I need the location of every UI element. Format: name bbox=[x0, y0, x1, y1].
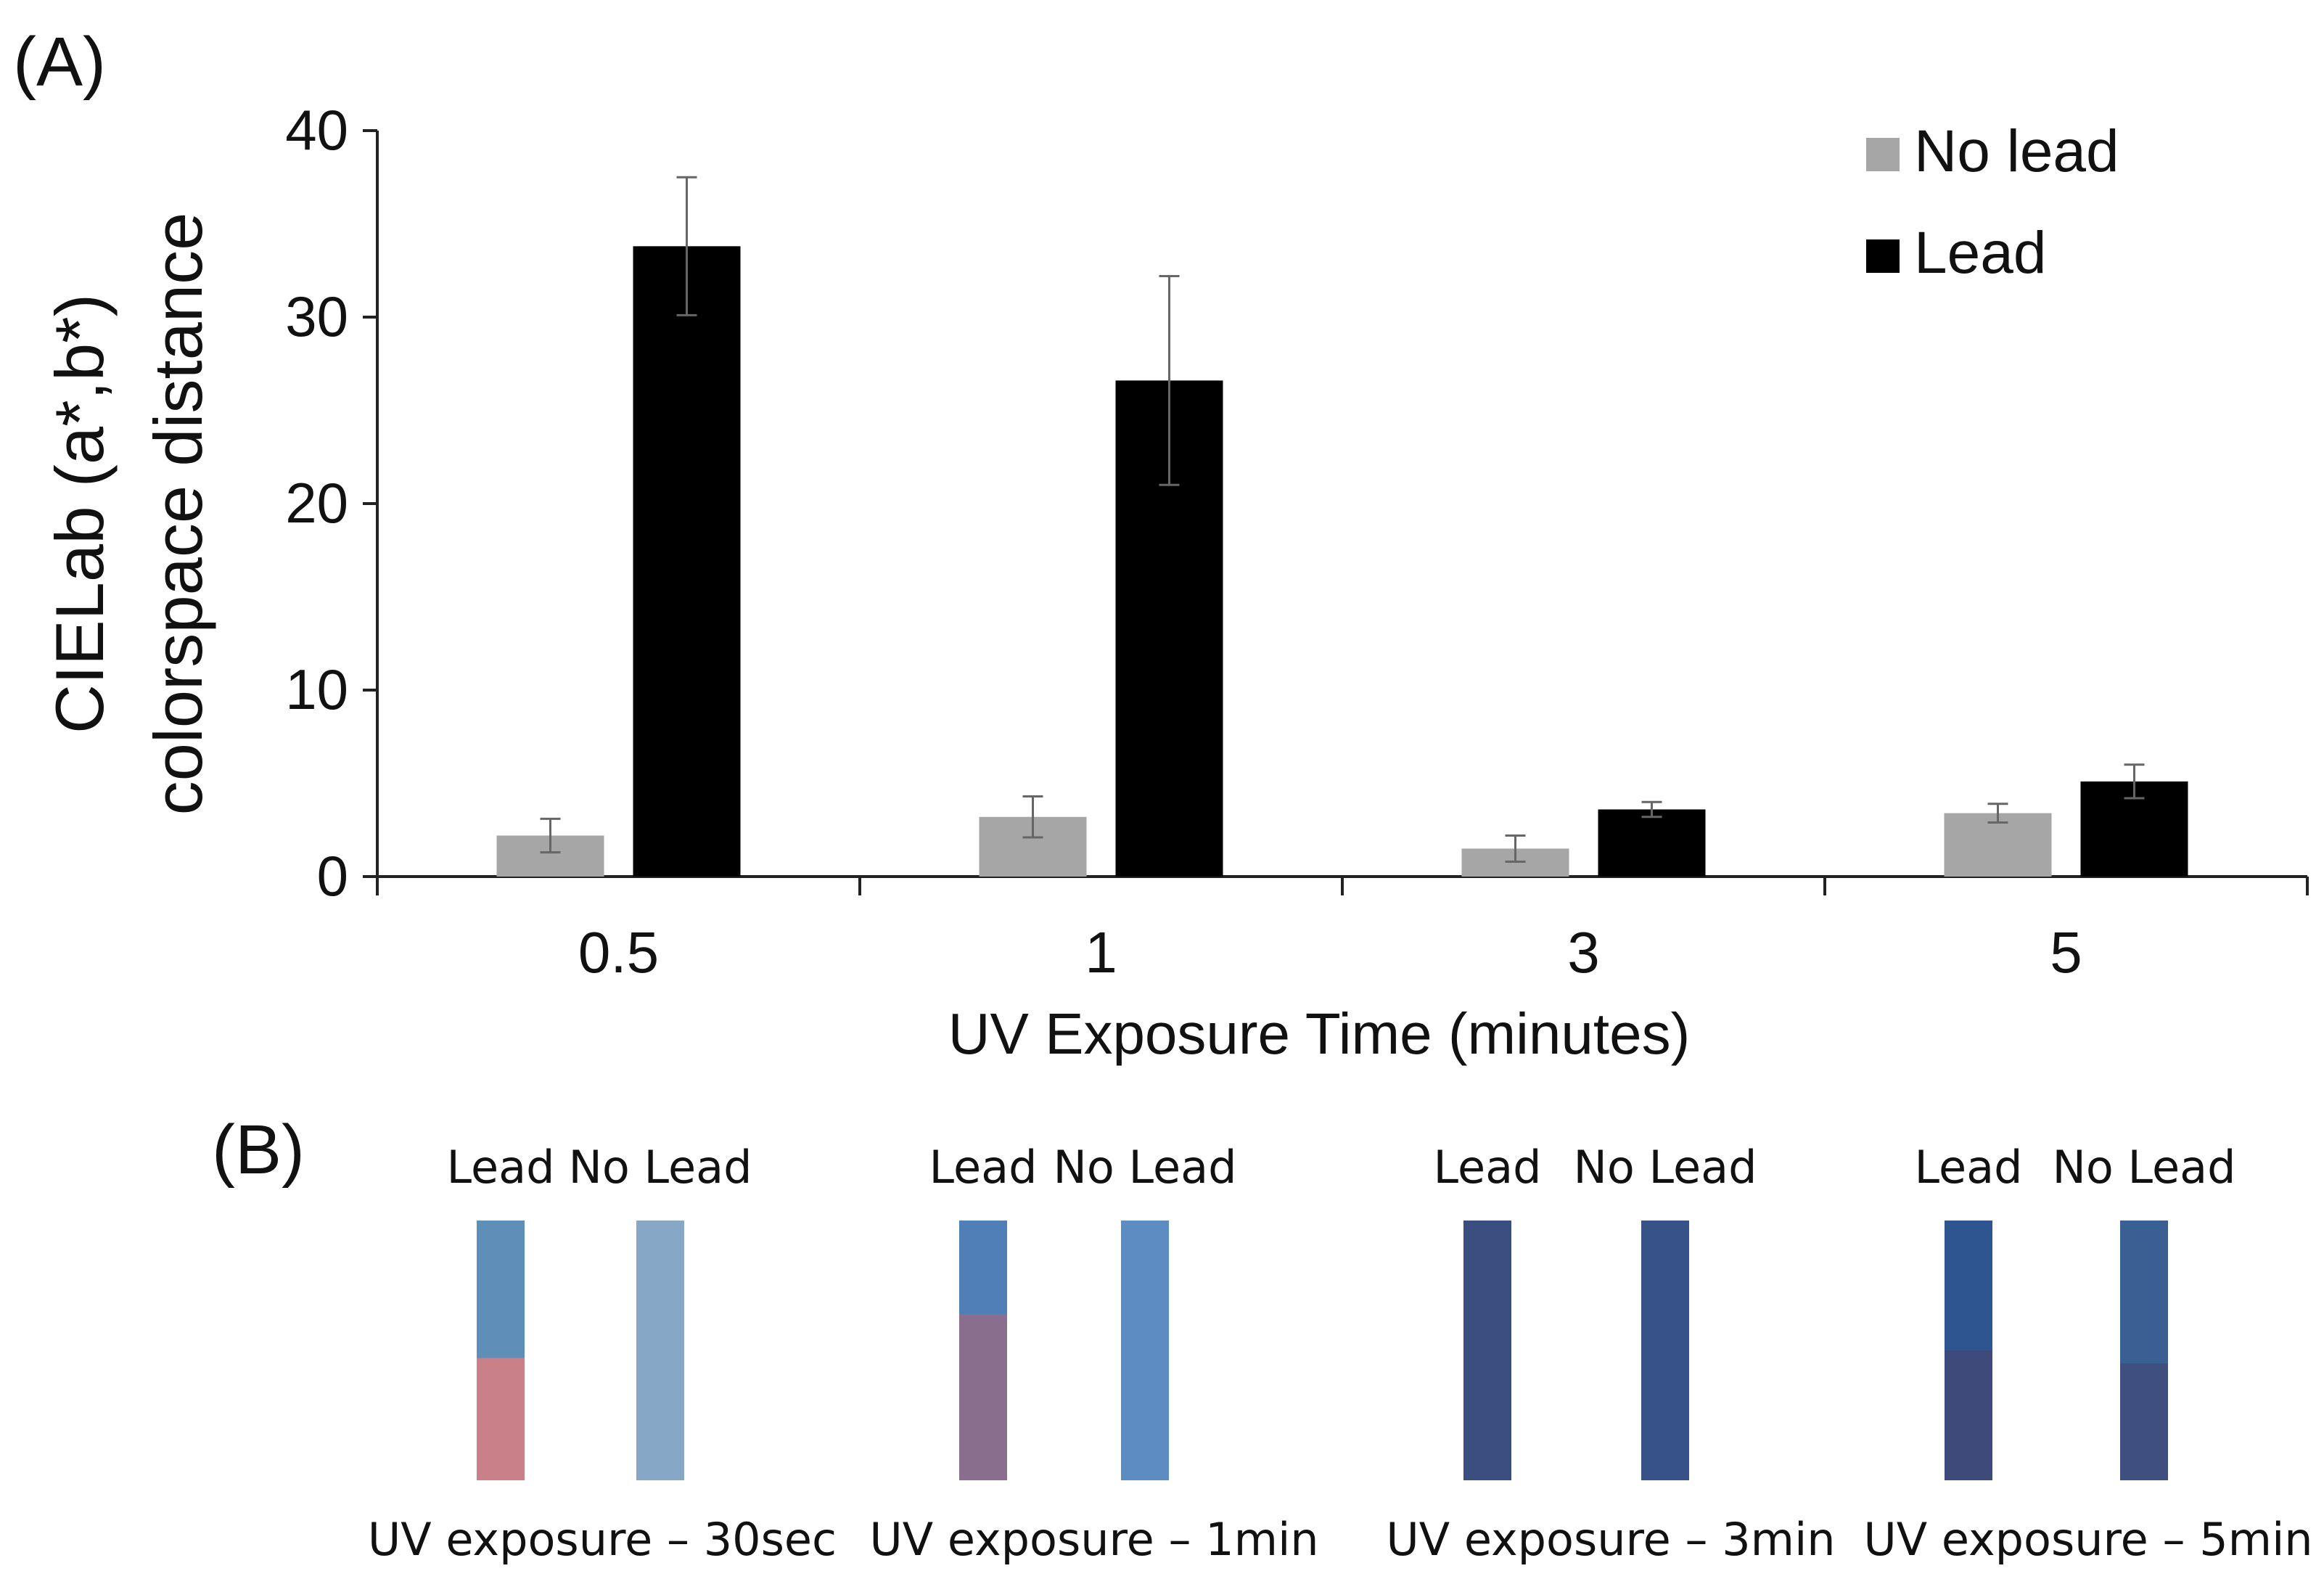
test-strip-no-lead bbox=[636, 1221, 684, 1480]
legend-label: Lead bbox=[1914, 220, 2046, 286]
strip-label-lead: Lead bbox=[1914, 1141, 2023, 1194]
error-bar bbox=[540, 817, 561, 854]
bar-lead bbox=[1598, 809, 1706, 877]
x-axis-title: UV Exposure Time (minutes) bbox=[948, 1001, 1691, 1066]
y-axis-title-line-1: CIELab (a*,b*) bbox=[41, 294, 118, 734]
y-tick-labels: 0 10 20 30 40 bbox=[285, 98, 348, 908]
panel-a-label: (A) bbox=[13, 23, 106, 101]
y-tick-label: 30 bbox=[285, 284, 348, 348]
y-tick-label: 40 bbox=[285, 98, 348, 162]
legend-swatch bbox=[1866, 239, 1900, 273]
bar-lead bbox=[633, 246, 741, 877]
test-strip-lead bbox=[477, 1221, 525, 1480]
x-tick-labels: 0.5 1 3 5 bbox=[578, 920, 2082, 985]
test-strip-lead bbox=[1463, 1221, 1511, 1480]
y-tick-label: 20 bbox=[285, 471, 348, 535]
exposure-caption: UV exposure – 5min bbox=[1863, 1513, 2313, 1566]
strip-label-lead: Lead bbox=[446, 1141, 555, 1194]
legend-swatch bbox=[1866, 138, 1900, 171]
test-strip-no-lead bbox=[2120, 1221, 2168, 1480]
strip-label-lead: Lead bbox=[1433, 1141, 1542, 1194]
error-bar bbox=[1641, 800, 1662, 819]
y-tick-label: 0 bbox=[317, 844, 348, 908]
x-tick-label: 1 bbox=[1085, 920, 1117, 985]
strip-label-no-lead: No Lead bbox=[1573, 1141, 1757, 1194]
error-bar bbox=[1505, 834, 1526, 863]
error-bar bbox=[1987, 803, 2008, 824]
legend: No lead Lead bbox=[1866, 118, 2119, 286]
bar-no-lead bbox=[1944, 813, 2052, 877]
strip-label-no-lead: No Lead bbox=[1053, 1141, 1237, 1194]
x-tick-label: 5 bbox=[2050, 920, 2082, 985]
test-strip-no-lead bbox=[1121, 1221, 1169, 1480]
test-strip-lead bbox=[959, 1221, 1007, 1480]
error-bar bbox=[2124, 763, 2145, 800]
test-strip-lead bbox=[1945, 1221, 1992, 1480]
y-axis-title: CIELab (a*,b*) colorspace distance bbox=[41, 213, 216, 816]
bar-chart: (A) CIELab (a*,b*) colorspace distance 0… bbox=[13, 23, 2309, 1066]
exposure-caption: UV exposure – 30sec bbox=[367, 1513, 837, 1566]
y-tick-label: 10 bbox=[285, 657, 348, 721]
exposure-caption: UV exposure – 1min bbox=[869, 1513, 1319, 1566]
test-strip-no-lead bbox=[1641, 1221, 1689, 1480]
bars bbox=[496, 246, 2188, 877]
error-bars bbox=[540, 176, 2145, 863]
error-bar bbox=[1022, 795, 1043, 839]
error-bar bbox=[1159, 274, 1180, 486]
x-tick-label: 3 bbox=[1567, 920, 1600, 985]
x-tick-label: 0.5 bbox=[578, 920, 659, 985]
error-bar bbox=[676, 176, 697, 316]
panel-b-label: (B) bbox=[212, 1111, 305, 1189]
strip-label-no-lead: No Lead bbox=[568, 1141, 752, 1194]
exposure-caption: UV exposure – 3min bbox=[1386, 1513, 1836, 1566]
strip-label-lead: Lead bbox=[929, 1141, 1038, 1194]
legend-label: No lead bbox=[1914, 118, 2119, 184]
y-axis-title-line-2: colorspace distance bbox=[140, 213, 216, 816]
strip-label-no-lead: No Lead bbox=[2052, 1141, 2236, 1194]
